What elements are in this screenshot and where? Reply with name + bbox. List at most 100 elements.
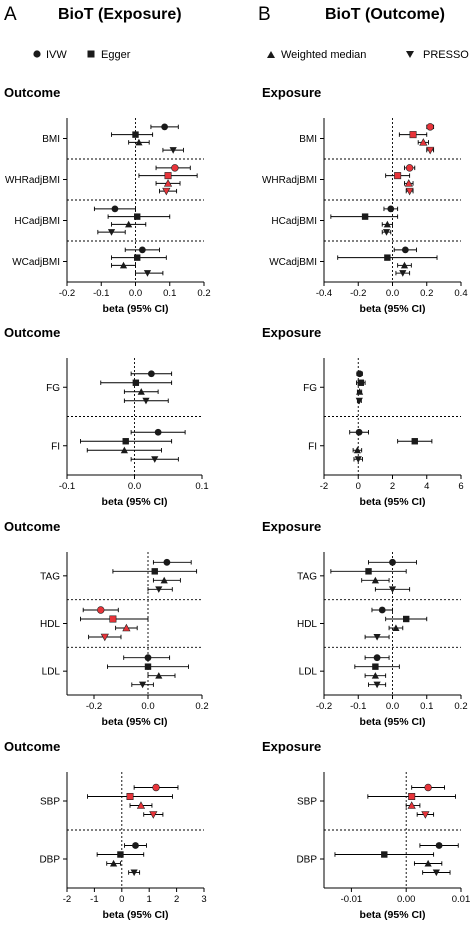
point-presso — [151, 456, 159, 463]
point-egger — [134, 213, 141, 220]
point-egger — [117, 851, 124, 858]
point-ivw — [171, 164, 179, 172]
x-tick-label: 0.0 — [386, 701, 399, 712]
point-ivw — [389, 558, 396, 566]
section-title: Exposure — [262, 739, 321, 754]
point-presso — [355, 397, 363, 405]
point-ivw — [401, 246, 409, 254]
right-title: BioT (Outcome) — [325, 6, 445, 23]
section-title: Exposure — [262, 325, 321, 340]
x-tick-label: 0 — [119, 894, 124, 905]
x-tick-label: -0.1 — [93, 288, 109, 299]
point-presso — [388, 586, 397, 593]
point-weighted-median — [407, 801, 416, 809]
x-axis-label: beta (95% CI) — [360, 909, 426, 921]
point-weighted-median — [392, 624, 400, 631]
point-weighted-median — [419, 138, 428, 146]
point-ivw — [144, 654, 152, 662]
point-ivw — [424, 783, 432, 792]
point-egger — [164, 172, 172, 180]
left-title: BioT (Exposure) — [58, 6, 182, 23]
section-title: Exposure — [262, 519, 321, 534]
point-ivw — [387, 205, 395, 213]
point-weighted-median — [119, 261, 128, 269]
point-presso — [354, 456, 362, 463]
forest-panel-b1: Exposure -0.4 -0.2 0.0 0.2 0.4 beta (95% CI) BM… — [262, 85, 468, 315]
y-tick-label: HDL — [40, 619, 60, 630]
section-title: Exposure — [262, 85, 321, 100]
point-ivw — [132, 842, 139, 849]
y-tick-label: BMI — [42, 134, 60, 145]
x-axis-label: beta (95% CI) — [360, 496, 426, 508]
x-tick-label: 6 — [458, 481, 463, 492]
x-axis-label: beta (95% CI) — [360, 303, 426, 315]
point-weighted-median — [163, 179, 173, 187]
point-egger — [408, 792, 416, 800]
x-axis-label: beta (95% CI) — [102, 496, 168, 508]
point-presso — [405, 187, 414, 196]
y-tick-label: WCadjBMI — [269, 257, 317, 268]
x-tick-label: 0.01 — [452, 894, 471, 905]
point-egger — [151, 568, 158, 575]
y-tick-label: BMI — [299, 134, 317, 145]
point-egger — [109, 615, 117, 623]
forest-panel-b2: Exposure -2 0 2 4 6 beta (95% CI) FG FI — [262, 325, 464, 508]
point-presso — [421, 811, 430, 819]
point-egger — [403, 615, 410, 623]
legend-label-ivw: IVW — [46, 49, 67, 61]
point-egger — [372, 663, 379, 670]
point-weighted-median — [137, 388, 145, 395]
y-tick-label: HCadjBMI — [14, 216, 60, 227]
section-title: Outcome — [4, 739, 60, 754]
x-tick-label: -2 — [63, 894, 71, 905]
y-tick-label: WHRadjBMI — [262, 175, 317, 186]
x-tick-label: 0.1 — [195, 481, 208, 492]
panel-letter-a: A — [4, 4, 17, 25]
point-egger — [361, 213, 369, 220]
y-tick-label: LDL — [299, 667, 318, 678]
legend-label-egger: Egger — [101, 49, 131, 61]
x-tick-label: -0.2 — [350, 288, 366, 299]
point-egger — [381, 851, 388, 858]
point-weighted-median — [424, 859, 432, 867]
x-tick-label: 0.0 — [128, 481, 141, 492]
y-tick-label: SBP — [40, 797, 60, 808]
x-axis-label: beta (95% CI) — [103, 909, 169, 921]
point-presso — [100, 633, 109, 642]
point-presso — [149, 811, 158, 819]
point-egger — [126, 792, 134, 800]
point-egger — [122, 438, 129, 445]
x-tick-label: 0.2 — [195, 701, 208, 712]
x-tick-label: 0.2 — [420, 288, 433, 299]
x-tick-label: -0.2 — [59, 288, 75, 299]
x-tick-label: 1 — [147, 894, 152, 905]
x-tick-label: -0.1 — [350, 701, 366, 712]
point-weighted-median — [155, 672, 163, 679]
point-ivw — [154, 428, 162, 436]
y-tick-label: TAG — [297, 571, 317, 582]
x-tick-label: 0.1 — [420, 701, 433, 712]
point-weighted-median — [400, 261, 409, 269]
x-tick-label: 0.1 — [163, 288, 176, 299]
point-weighted-median — [136, 801, 146, 809]
x-tick-label: 0.2 — [454, 701, 467, 712]
point-weighted-median — [383, 220, 391, 228]
point-presso — [432, 869, 440, 877]
point-presso — [139, 681, 147, 689]
point-weighted-median — [356, 388, 364, 395]
y-tick-label: WHRadjBMI — [5, 175, 60, 186]
x-tick-label: 0.0 — [386, 288, 399, 299]
point-presso — [162, 187, 171, 196]
point-presso — [373, 681, 381, 689]
point-weighted-median — [125, 220, 133, 228]
point-ivw — [373, 654, 381, 662]
forest-panel-a4: Outcome -2 -1 0 1 2 3 beta (95% CI) SBP DBP — [4, 739, 207, 921]
point-egger — [357, 379, 365, 386]
y-tick-label: DBP — [39, 855, 60, 866]
point-weighted-median — [109, 859, 118, 867]
point-presso — [130, 869, 138, 877]
section-title: Outcome — [4, 519, 60, 534]
y-tick-label: LDL — [42, 667, 61, 678]
point-weighted-median — [404, 179, 413, 187]
